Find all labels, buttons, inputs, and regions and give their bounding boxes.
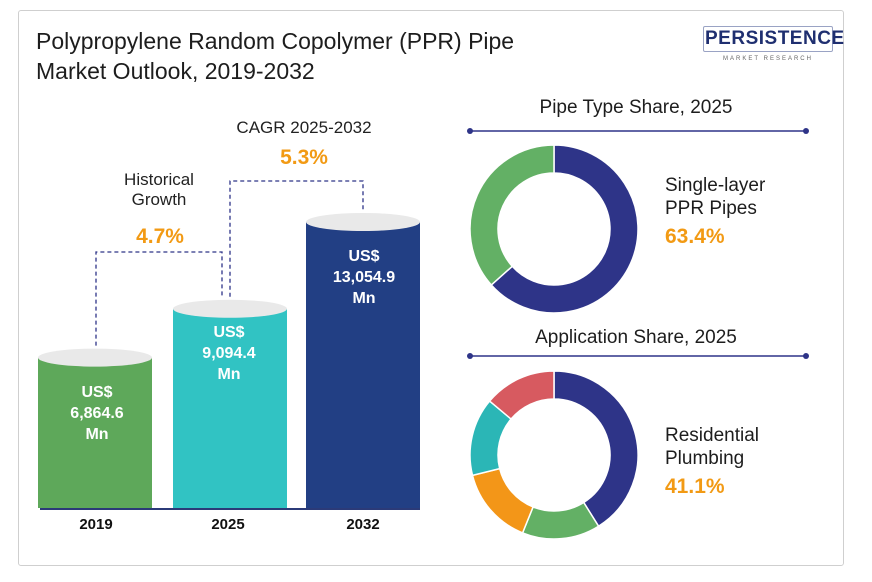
bar-top-2019	[38, 348, 152, 367]
historical-value: 4.7%	[136, 225, 184, 248]
bar-value-label-2032: US$ 13,054.9 Mn	[306, 246, 422, 309]
page-title: Polypropylene Random Copolymer (PPR) Pip…	[36, 26, 656, 86]
bar-2019	[38, 357, 152, 508]
pipe-type-donut-slice-1	[490, 144, 639, 314]
bar-label-2032-value: 13,054.9	[332, 269, 396, 286]
bar-value-label-2025: US$ 9,094.4 Mn	[176, 322, 282, 385]
application-donut-slice-2	[521, 501, 600, 540]
brand-logo: PERSISTENCE MARKET RESEARCH	[703, 24, 845, 68]
bar-2025	[173, 308, 287, 508]
pipe-type-label-line-1: Single-layer	[665, 175, 766, 196]
bar-label-2019-unit: Mn	[85, 426, 109, 443]
application-label-line-1: Residential	[665, 425, 759, 446]
bar-label-2025-value: 9,094.4	[202, 345, 256, 362]
pipe-type-highlight-value: 63.4%	[665, 225, 725, 248]
title-line-1: Polypropylene Random Copolymer (PPR) Pip…	[36, 28, 515, 54]
bar-label-2032-unit: Mn	[352, 290, 376, 307]
tick-label-2032: 2032	[346, 516, 380, 533]
historical-growth-connector	[95, 251, 223, 346]
application-highlight-label: Residential Plumbing	[665, 424, 759, 470]
pipe-type-label-line-2: PPR Pipes	[665, 198, 757, 219]
title-line-2: Market Outlook, 2019-2032	[36, 58, 315, 84]
historical-label-line-1: Historical	[124, 170, 194, 189]
bar-value-label-2019: US$ 6,864.6 Mn	[44, 382, 150, 445]
pipe-type-donut-slice-2	[469, 144, 555, 287]
tick-label-2025: 2025	[211, 516, 245, 533]
bar-label-2019-currency: US$	[81, 384, 113, 401]
historical-label: Historical Growth	[96, 170, 222, 210]
bar-top-2025	[173, 299, 287, 318]
logo-wordmark: PERSISTENCE	[705, 28, 845, 49]
bar-label-2025-currency: US$	[213, 324, 245, 341]
pipe-type-highlight-label: Single-layer PPR Pipes	[665, 174, 765, 220]
application-donut-slice-3	[471, 467, 535, 534]
logo-subtitle: MARKET RESEARCH	[723, 56, 813, 62]
historical-label-line-2: Growth	[131, 190, 187, 209]
application-donut-slice-1	[553, 370, 639, 528]
bar-label-2019-value: 6,864.6	[70, 405, 124, 422]
application-divider-dot-left	[467, 353, 473, 359]
application-donut-slice-5	[488, 370, 555, 421]
tick-label-2019: 2019	[79, 516, 113, 533]
application-divider-dot-right	[803, 353, 809, 359]
pipe-type-divider-dot-right	[803, 128, 809, 134]
cagr-connector	[229, 180, 364, 297]
application-title: Application Share, 2025	[535, 327, 737, 348]
bar-2032	[306, 222, 420, 508]
infographic-card	[18, 10, 844, 566]
pipe-type-divider-dot-left	[467, 128, 473, 134]
bar-top-2032	[306, 213, 420, 231]
pipe-type-title: Pipe Type Share, 2025	[539, 97, 733, 118]
bar-label-2032-currency: US$	[348, 248, 380, 265]
cagr-value: 5.3%	[280, 146, 328, 169]
application-label-line-2: Plumbing	[665, 448, 745, 469]
logo-frame	[703, 26, 833, 52]
bar-label-2025-unit: Mn	[217, 366, 241, 383]
application-highlight-value: 41.1%	[665, 475, 725, 498]
cagr-label: CAGR 2025-2032	[236, 118, 372, 137]
